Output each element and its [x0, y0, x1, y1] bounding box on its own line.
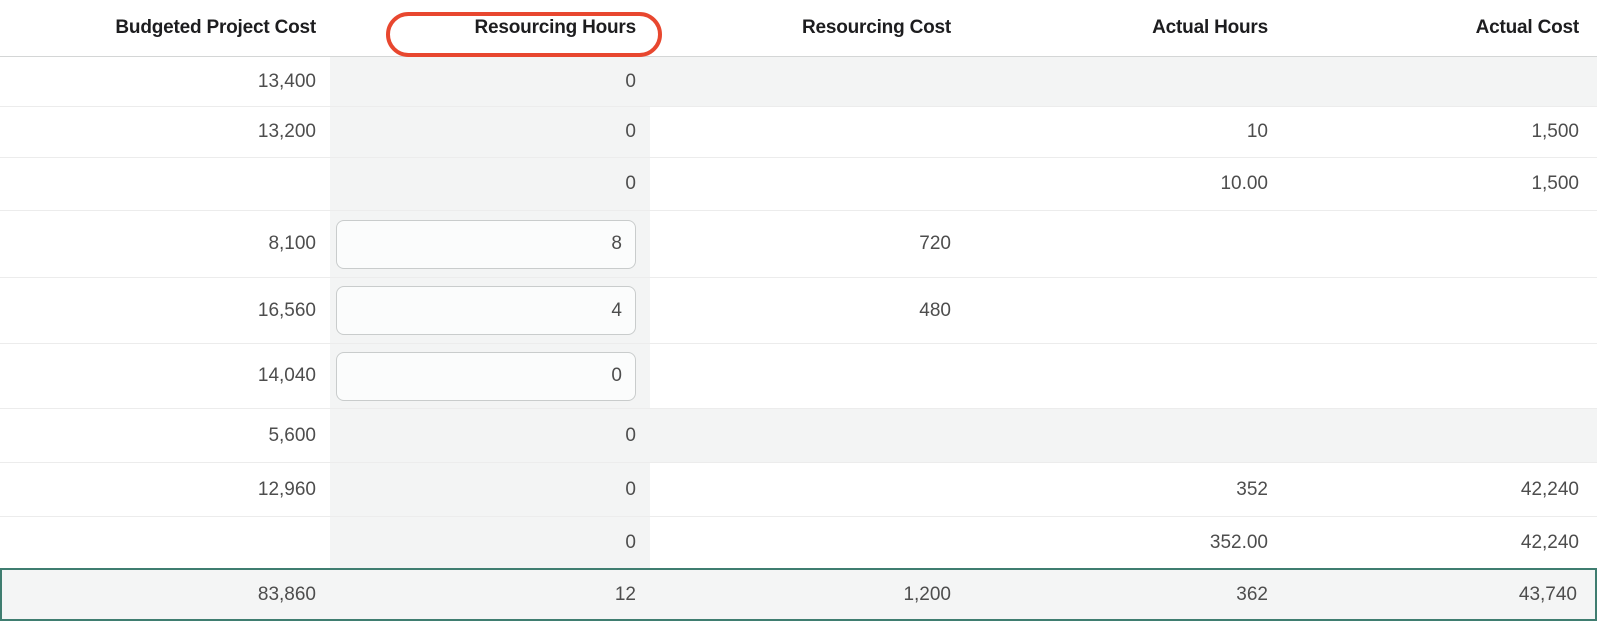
- cell-resourcing-hours: 0: [330, 409, 650, 462]
- cell-resourcing-cost: [650, 344, 965, 408]
- cell-resourcing-hours: [330, 211, 650, 277]
- cell-actual-hours: [965, 57, 1282, 106]
- cell-actual-cost: 42,240: [1520, 531, 1579, 553]
- cell-budgeted-project-cost: 5,600: [268, 424, 316, 446]
- table-row: 14,040: [0, 344, 1597, 409]
- cell-budgeted-project-cost: [0, 517, 330, 568]
- cell-resourcing-hours: [330, 278, 650, 343]
- resourcing-hours-input[interactable]: [336, 351, 636, 401]
- cell-budgeted-project-cost: 16,560: [257, 299, 316, 321]
- cell-actual-cost: [1282, 344, 1597, 408]
- column-header-resourcing-hours[interactable]: Resourcing Hours: [330, 0, 650, 56]
- column-header-resourcing-cost[interactable]: Resourcing Cost: [650, 0, 965, 56]
- total-budgeted-project-cost: 83,860: [257, 583, 316, 605]
- cell-resourcing-hours: 0: [330, 107, 650, 157]
- table-row: 0 10.00 1,500: [0, 158, 1597, 211]
- cell-actual-cost: [1282, 57, 1597, 106]
- cell-actual-hours: 352.00: [1209, 531, 1268, 553]
- table-row: 5,600 0: [0, 409, 1597, 463]
- cell-budgeted-project-cost: 13,400: [257, 70, 316, 92]
- cell-resourcing-cost: [650, 517, 965, 568]
- resourcing-hours-input[interactable]: [336, 286, 636, 335]
- table-row: 13,400 0: [0, 57, 1597, 107]
- total-resourcing-cost: 1,200: [903, 583, 951, 605]
- table-row: 13,200 0 10 1,500: [0, 107, 1597, 158]
- column-header-actual-cost[interactable]: Actual Cost: [1282, 0, 1597, 56]
- table-row: 12,960 0 352 42,240: [0, 463, 1597, 517]
- cell-budgeted-project-cost: 8,100: [268, 233, 316, 254]
- column-header-actual-hours[interactable]: Actual Hours: [965, 0, 1282, 56]
- cell-resourcing-cost: 480: [919, 299, 951, 321]
- cell-actual-hours: 10.00: [1220, 173, 1268, 194]
- cell-actual-hours: [965, 278, 1282, 343]
- cell-resourcing-hours: 0: [330, 158, 650, 210]
- cell-resourcing-hours: 0: [330, 57, 650, 106]
- total-resourcing-hours: 12: [614, 583, 636, 605]
- cell-resourcing-cost: 720: [919, 233, 951, 254]
- cell-actual-hours: [965, 211, 1282, 277]
- cell-actual-cost: [1282, 409, 1597, 462]
- table-row: 8,100 720: [0, 211, 1597, 278]
- cell-budgeted-project-cost: 12,960: [257, 478, 316, 500]
- cell-actual-hours: [965, 344, 1282, 408]
- cell-budgeted-project-cost: [0, 158, 330, 210]
- cell-resourcing-hours: [330, 344, 650, 408]
- cell-resourcing-cost: [650, 158, 965, 210]
- cell-actual-cost: 1,500: [1531, 173, 1579, 194]
- cell-actual-cost: 1,500: [1531, 121, 1579, 142]
- table-header-row: Budgeted Project Cost Resourcing Hours R…: [0, 0, 1597, 57]
- cell-budgeted-project-cost: 13,200: [257, 121, 316, 142]
- table-row: 0 352.00 42,240: [0, 517, 1597, 568]
- cell-actual-cost: 42,240: [1520, 478, 1579, 500]
- resourcing-hours-input[interactable]: [336, 219, 636, 269]
- cell-actual-hours: [965, 409, 1282, 462]
- cell-actual-hours: 10: [1246, 121, 1268, 142]
- column-header-budgeted-project-cost[interactable]: Budgeted Project Cost: [0, 0, 330, 56]
- total-actual-hours: 362: [1236, 583, 1268, 605]
- table-body: 13,400 0 13,200 0 10 1,500 0 10.00 1,500 8,100 720…: [0, 57, 1597, 568]
- total-actual-cost: 43,740: [1518, 583, 1577, 605]
- cell-resourcing-cost: [650, 57, 965, 106]
- cell-actual-cost: [1282, 211, 1597, 277]
- cell-resourcing-hours: 0: [330, 517, 650, 568]
- cell-actual-cost: [1282, 278, 1597, 343]
- table-row: 16,560 480: [0, 278, 1597, 344]
- cell-resourcing-hours: 0: [330, 463, 650, 516]
- table-totals-row: 83,860 12 1,200 362 43,740: [0, 568, 1597, 621]
- cell-resourcing-cost: [650, 409, 965, 462]
- cell-resourcing-cost: [650, 463, 965, 516]
- cell-budgeted-project-cost: 14,040: [257, 365, 316, 386]
- cell-resourcing-cost: [650, 107, 965, 157]
- cell-actual-hours: 352: [1236, 478, 1268, 500]
